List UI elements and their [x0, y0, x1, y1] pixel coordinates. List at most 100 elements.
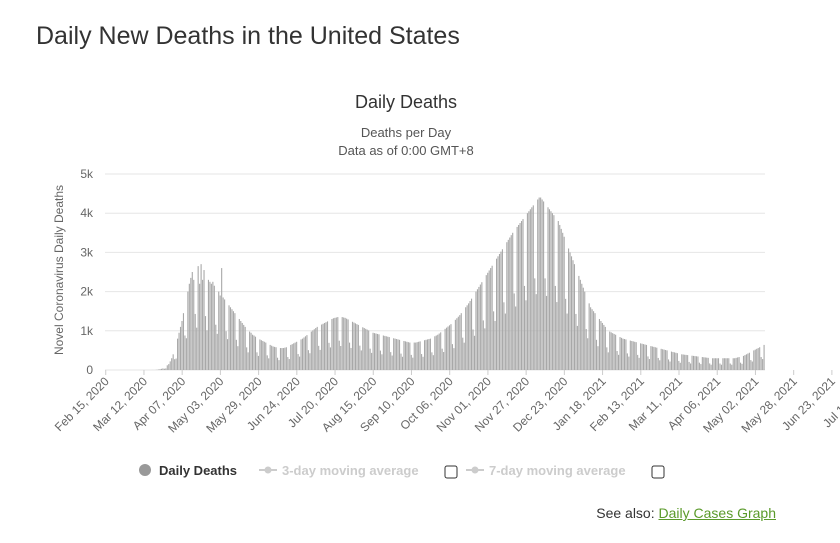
daily-deaths-bar[interactable]	[535, 294, 537, 370]
daily-deaths-bar[interactable]	[578, 275, 580, 370]
daily-deaths-bar[interactable]	[190, 277, 192, 370]
daily-deaths-bar[interactable]	[665, 350, 667, 370]
daily-deaths-bar[interactable]	[460, 313, 462, 370]
daily-deaths-bar[interactable]	[203, 270, 205, 370]
daily-deaths-bar[interactable]	[570, 256, 573, 370]
daily-deaths-bar[interactable]	[396, 339, 398, 370]
daily-deaths-bar[interactable]	[750, 360, 752, 370]
daily-deaths-bar[interactable]	[685, 354, 687, 370]
daily-deaths-bar[interactable]	[725, 358, 727, 370]
daily-deaths-bar[interactable]	[591, 309, 593, 370]
daily-deaths-bar[interactable]	[565, 298, 567, 370]
daily-deaths-bar[interactable]	[371, 352, 373, 370]
daily-deaths-bar[interactable]	[563, 236, 565, 370]
daily-deaths-bar[interactable]	[446, 327, 448, 370]
daily-deaths-bar[interactable]	[719, 363, 721, 370]
daily-deaths-bar[interactable]	[529, 209, 531, 370]
daily-deaths-bar[interactable]	[575, 313, 577, 370]
daily-deaths-bar[interactable]	[551, 213, 553, 370]
daily-deaths-bar[interactable]	[309, 353, 311, 370]
daily-deaths-bar[interactable]	[566, 313, 568, 370]
daily-deaths-bar[interactable]	[754, 349, 756, 370]
daily-deaths-bar[interactable]	[440, 332, 442, 370]
daily-deaths-bar[interactable]	[290, 344, 292, 370]
daily-deaths-bar[interactable]	[731, 364, 733, 370]
daily-deaths-bar[interactable]	[212, 281, 214, 370]
daily-deaths-bar[interactable]	[618, 354, 620, 370]
daily-deaths-bar[interactable]	[254, 336, 257, 370]
daily-deaths-bar[interactable]	[282, 348, 284, 370]
daily-deaths-bar[interactable]	[426, 339, 429, 370]
daily-deaths-bar[interactable]	[688, 361, 690, 370]
daily-deaths-bar[interactable]	[534, 278, 536, 370]
daily-deaths-bar[interactable]	[318, 345, 320, 370]
daily-deaths-bar[interactable]	[612, 333, 614, 370]
daily-deaths-bar[interactable]	[656, 347, 658, 370]
daily-deaths-bar[interactable]	[344, 317, 346, 370]
daily-deaths-bar[interactable]	[541, 199, 543, 370]
daily-deaths-bar[interactable]	[670, 351, 673, 370]
daily-deaths-bar[interactable]	[523, 285, 526, 370]
daily-deaths-bar[interactable]	[171, 358, 173, 370]
daily-deaths-bar[interactable]	[456, 318, 458, 370]
daily-deaths-bar[interactable]	[735, 357, 737, 370]
daily-deaths-bar[interactable]	[491, 265, 493, 370]
daily-deaths-bar[interactable]	[263, 341, 265, 370]
daily-deaths-bar[interactable]	[331, 319, 333, 370]
daily-deaths-bar[interactable]	[603, 324, 605, 370]
legend-3day-checkbox[interactable]	[444, 465, 458, 479]
daily-deaths-bar[interactable]	[316, 326, 318, 370]
daily-deaths-bar[interactable]	[657, 357, 659, 370]
daily-deaths-bar[interactable]	[374, 333, 376, 370]
daily-deaths-bar[interactable]	[453, 348, 455, 370]
daily-deaths-bar[interactable]	[643, 344, 645, 370]
daily-deaths-bar[interactable]	[375, 333, 377, 370]
daily-deaths-bar[interactable]	[422, 356, 424, 370]
daily-deaths-bar[interactable]	[687, 355, 689, 370]
daily-deaths-bar[interactable]	[184, 335, 186, 371]
daily-deaths-bar[interactable]	[716, 358, 718, 370]
daily-deaths-bar[interactable]	[444, 328, 446, 370]
daily-deaths-bar[interactable]	[581, 283, 583, 370]
daily-deaths-bar[interactable]	[673, 352, 675, 370]
daily-deaths-bar[interactable]	[744, 355, 746, 370]
daily-deaths-bar[interactable]	[616, 351, 618, 370]
daily-deaths-bar[interactable]	[707, 357, 709, 370]
daily-deaths-bar[interactable]	[606, 347, 608, 370]
daily-deaths-bar[interactable]	[692, 355, 695, 370]
daily-deaths-bar[interactable]	[609, 331, 611, 370]
daily-deaths-bar[interactable]	[710, 364, 712, 370]
daily-deaths-bar[interactable]	[178, 332, 180, 370]
daily-deaths-bar[interactable]	[329, 347, 331, 370]
daily-deaths-bar[interactable]	[593, 311, 595, 370]
daily-deaths-bar[interactable]	[703, 357, 705, 370]
legend-7day-checkbox[interactable]	[651, 465, 665, 479]
daily-deaths-bar[interactable]	[363, 328, 365, 370]
daily-deaths-bar[interactable]	[638, 357, 640, 370]
daily-deaths-bar[interactable]	[497, 256, 499, 370]
daily-deaths-bar[interactable]	[610, 332, 612, 370]
daily-deaths-bar[interactable]	[635, 342, 637, 370]
daily-deaths-bar[interactable]	[722, 358, 724, 370]
daily-deaths-bar[interactable]	[745, 354, 747, 370]
daily-deaths-bar[interactable]	[756, 348, 758, 370]
daily-deaths-bar[interactable]	[538, 197, 540, 370]
daily-deaths-bar[interactable]	[229, 307, 232, 370]
daily-deaths-bar[interactable]	[301, 338, 304, 370]
daily-deaths-bar[interactable]	[257, 355, 259, 370]
daily-deaths-bar[interactable]	[498, 253, 501, 370]
daily-deaths-bar[interactable]	[468, 303, 470, 370]
daily-deaths-bar[interactable]	[503, 302, 505, 370]
daily-deaths-bar[interactable]	[404, 341, 406, 370]
daily-deaths-bar[interactable]	[666, 350, 668, 370]
daily-deaths-bar[interactable]	[200, 264, 202, 370]
daily-deaths-bar[interactable]	[428, 339, 430, 370]
daily-deaths-bar[interactable]	[463, 342, 465, 370]
daily-deaths-bar[interactable]	[660, 348, 662, 370]
daily-deaths-bar[interactable]	[347, 319, 349, 370]
daily-deaths-bar[interactable]	[401, 356, 404, 370]
daily-deaths-bar[interactable]	[493, 311, 495, 370]
daily-deaths-bar[interactable]	[700, 364, 702, 370]
daily-deaths-bar[interactable]	[457, 316, 459, 370]
daily-deaths-bar[interactable]	[419, 341, 421, 370]
